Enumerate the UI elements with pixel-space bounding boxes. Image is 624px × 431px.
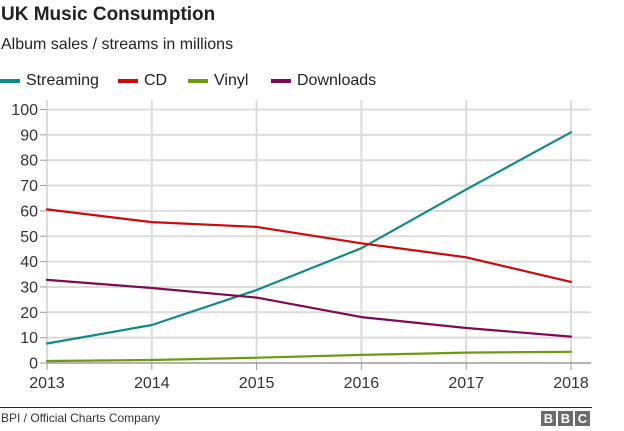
bbc-logo-letter: B	[541, 411, 556, 426]
bbc-logo-letter: B	[558, 411, 573, 426]
series-line-downloads	[45, 278, 573, 338]
bbc-logo: B B C	[541, 411, 590, 426]
y-tick-label: 30	[20, 279, 38, 296]
gridlines	[46, 100, 591, 363]
legend-item-vinyl: Vinyl	[188, 72, 248, 90]
bbc-logo-letter: C	[575, 411, 590, 426]
x-axis: 2013 2014 2015 2016 2017 2018	[29, 362, 591, 392]
chart-title: UK Music Consumption	[1, 4, 216, 25]
legend-label: Downloads	[297, 72, 377, 89]
legend-label: CD	[144, 72, 168, 89]
legend-swatch	[0, 79, 20, 83]
y-tick-label: 0	[29, 356, 38, 373]
x-tick-label: 2015	[239, 375, 275, 392]
x-tick-label: 2018	[553, 375, 589, 392]
series-line-streaming	[45, 131, 573, 345]
legend-item-cd: CD	[118, 72, 167, 90]
legend-label: Streaming	[26, 72, 99, 89]
x-tick-label: 2016	[344, 375, 380, 392]
series-lines	[45, 131, 573, 363]
x-tick-label: 2017	[448, 375, 484, 392]
legend-swatch	[118, 79, 138, 83]
y-tick-label: 10	[20, 330, 38, 347]
y-tick-label: 20	[20, 305, 38, 322]
y-tick-label: 80	[20, 153, 38, 170]
y-tick-label: 100	[11, 102, 38, 119]
y-tick-label: 90	[20, 127, 38, 144]
series-line-cd	[45, 208, 573, 283]
series-line-vinyl	[45, 350, 573, 363]
chart-subtitle: Album sales / streams in millions	[1, 36, 234, 53]
y-tick-label: 60	[20, 203, 38, 220]
y-axis: 0 10 20 30 40 50 60 70 80 90 100	[11, 102, 47, 373]
y-tick-label: 50	[20, 229, 38, 246]
y-tick-label: 40	[20, 254, 38, 271]
legend-item-downloads: Downloads	[271, 72, 376, 90]
footer-divider	[0, 407, 592, 408]
x-tick-label: 2013	[29, 375, 65, 392]
legend-item-streaming: Streaming	[0, 72, 99, 90]
legend-label: Vinyl	[214, 72, 249, 89]
legend-swatch	[271, 79, 291, 83]
x-tick-label: 2014	[134, 375, 170, 392]
y-tick-label: 70	[20, 178, 38, 195]
source-note: BPI / Official Charts Company	[1, 411, 161, 425]
legend-swatch	[188, 79, 208, 83]
